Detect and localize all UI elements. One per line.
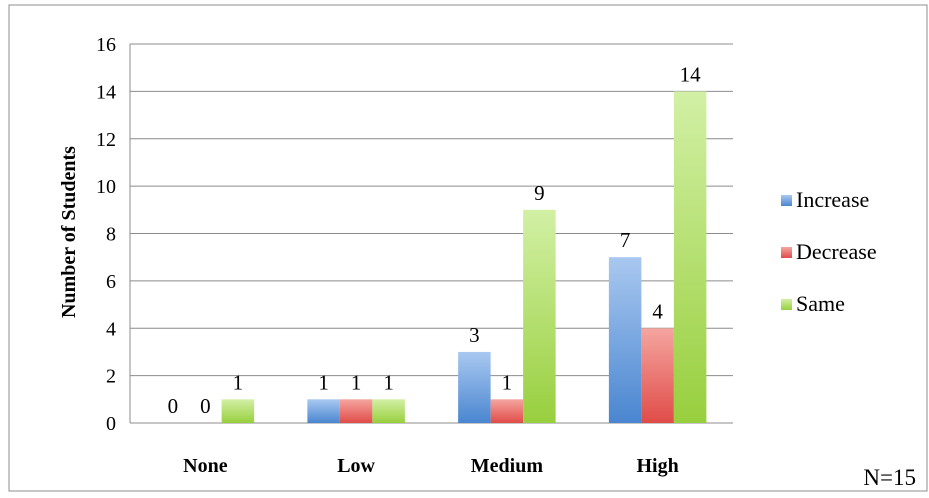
y-tick-label: 8 [106, 224, 116, 246]
y-tick-label: 12 [96, 129, 116, 151]
y-tick-label: 2 [106, 366, 116, 388]
bar-decrease-medium [490, 399, 524, 423]
legend-label-same: Same [796, 291, 845, 316]
bar-same-none [221, 399, 255, 423]
data-label: 1 [502, 370, 513, 394]
chart-border [8, 4, 928, 492]
y-tick-label: 0 [106, 413, 116, 435]
bar-same-low [372, 399, 405, 423]
bars [221, 91, 707, 423]
data-label: 14 [680, 62, 702, 86]
data-label: 1 [318, 370, 329, 394]
y-tick-label: 16 [96, 34, 116, 56]
data-label: 1 [383, 370, 394, 394]
bar-decrease-low [339, 399, 373, 423]
y-axis-label: Number of Students [58, 146, 80, 318]
y-axis-ticks: 0 2 4 6 8 10 12 14 16 [96, 34, 116, 435]
data-label: 1 [233, 370, 244, 394]
bar-increase-medium [458, 351, 491, 423]
data-label: 9 [534, 181, 545, 205]
data-label: 7 [620, 228, 631, 252]
bar-increase-low [307, 399, 340, 423]
legend-swatch-same [781, 299, 792, 310]
bar-same-high [673, 91, 707, 423]
y-tick-label: 6 [106, 271, 116, 293]
data-label: 0 [168, 394, 179, 418]
legend: Increase Decrease Same [781, 187, 877, 316]
bar-increase-high [608, 257, 642, 423]
y-tick-label: 10 [96, 176, 116, 198]
x-tick-label: Low [337, 455, 375, 477]
legend-swatch-decrease [781, 247, 792, 258]
legend-label-increase: Increase [796, 187, 869, 212]
y-tick-label: 4 [106, 318, 116, 340]
data-label: 4 [652, 299, 663, 323]
legend-swatch-increase [781, 195, 792, 206]
x-axis-ticks: None Low Medium High [183, 455, 679, 477]
sample-size-note: N=15 [863, 465, 916, 490]
y-tick-label: 14 [96, 81, 116, 103]
x-tick-label: None [183, 455, 228, 477]
legend-label-decrease: Decrease [796, 239, 877, 264]
data-label: 0 [200, 394, 211, 418]
x-tick-label: High [637, 455, 679, 477]
bar-same-medium [523, 209, 556, 423]
data-label: 3 [469, 323, 480, 347]
x-tick-label: Medium [471, 455, 544, 477]
data-label: 1 [351, 370, 362, 394]
bar-decrease-high [641, 328, 674, 423]
